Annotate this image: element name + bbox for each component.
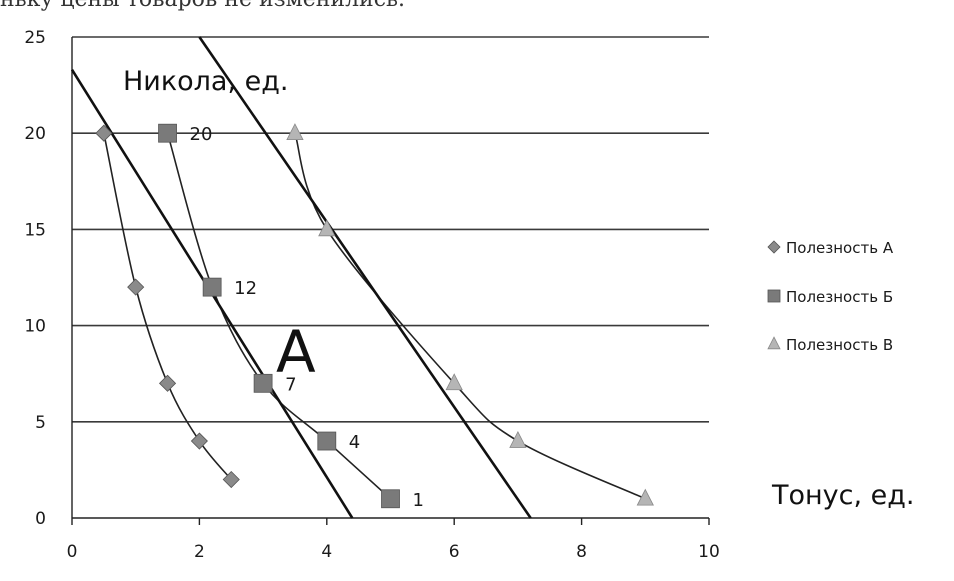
marker-a-4 [190,432,208,450]
cropped-top-text: ньку цены товаров не изменились. [0,0,700,13]
y-tick-label-5: 5 [35,413,46,433]
point-label-b-2: 12 [234,278,257,299]
marker-b-2 [202,277,222,297]
legend-label-v: Полезность В [786,336,893,354]
point-label-b-4: 4 [349,432,360,453]
grid-lines [72,36,709,423]
y-axis-title: Никола, ед. [123,66,289,97]
point-label-b-5: 1 [413,490,424,511]
marker-v-5 [636,488,654,506]
legend-label-b: Полезность Б [786,288,893,306]
y-tick-label-20: 20 [24,124,46,144]
legend-marker-a [767,240,781,254]
budget-line-2 [198,36,532,519]
marker-a-2 [127,278,145,296]
indifference-curve-v [294,132,646,500]
x-tick-label-2: 2 [194,542,205,562]
annotation-a: A [276,318,316,386]
axes: 0 5 10 15 20 25 0 2 4 6 8 10 [24,28,719,562]
y-tick-label-25: 25 [24,28,46,48]
legend-label-a: Полезность А [786,239,894,257]
marker-a-5 [222,470,240,489]
marker-b-5 [381,489,400,509]
x-tick-label-4: 4 [321,542,332,562]
budget-lines [70,36,532,519]
legend-marker-b [767,289,781,303]
data-markers [95,123,654,509]
y-tick-label-10: 10 [24,317,46,337]
marker-v-2 [318,219,336,237]
marker-v-4 [509,430,527,448]
marker-b-4 [317,431,337,451]
marker-a-3 [158,374,177,392]
indifference-curve-a [103,133,232,481]
x-tick-label-8: 8 [576,542,587,562]
marker-a-1 [95,124,113,142]
y-tick-label-15: 15 [24,220,46,240]
x-tick-label-10: 10 [698,542,720,562]
point-label-b-3: 7 [285,374,296,395]
point-labels: 20 12 7 4 1 [190,124,424,511]
legend: Полезность А Полезность Б Полезность В [767,239,894,354]
y-tick-label-0: 0 [35,509,46,529]
x-tick-label-0: 0 [67,542,78,562]
indifference-curves [103,132,646,500]
point-label-b-1: 20 [190,124,213,145]
marker-v-3 [445,373,463,391]
marker-v-1 [286,123,304,141]
marker-b-1 [158,123,177,143]
legend-marker-v [767,336,781,350]
x-axis-title: Тонус, ед. [771,480,915,511]
marker-b-3 [253,373,273,393]
x-tick-label-6: 6 [449,542,460,562]
